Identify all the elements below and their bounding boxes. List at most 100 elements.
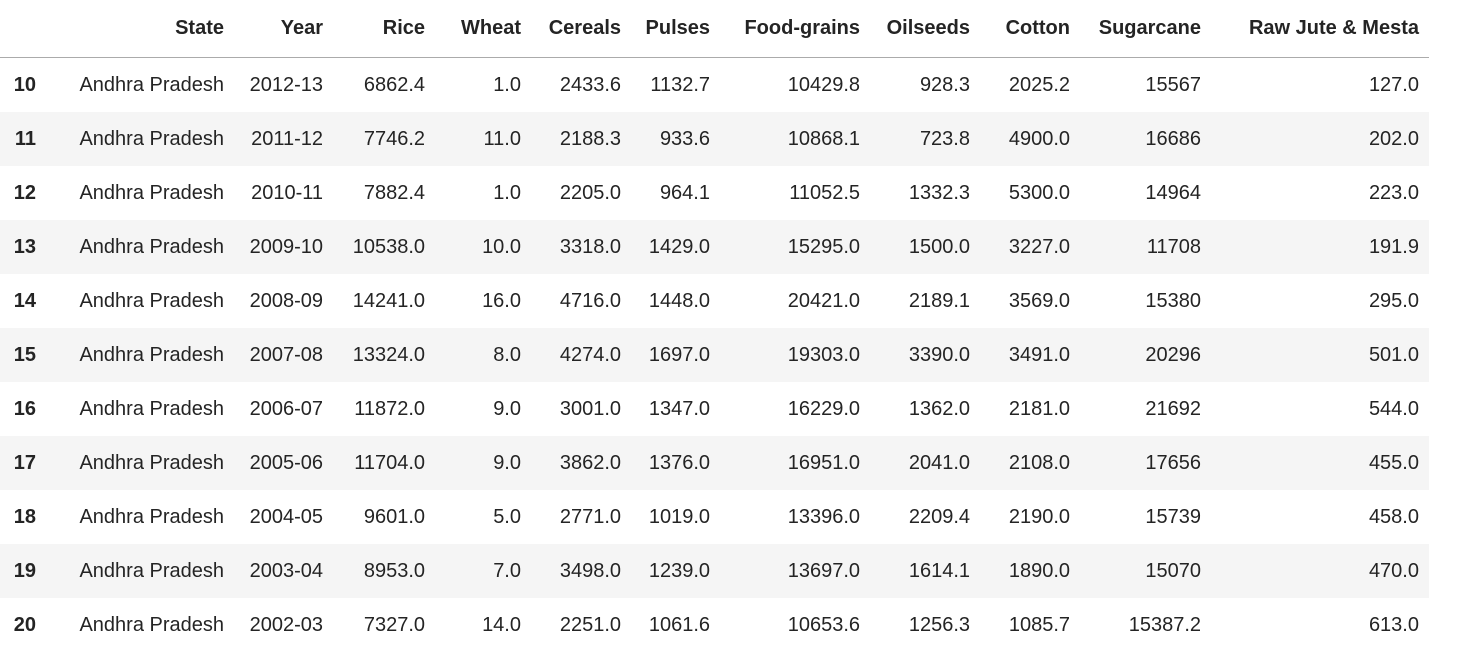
cell-pulses: 964.1 — [659, 181, 710, 204]
cell-food-grains: 13697.0 — [787, 559, 860, 582]
row-index-label: 11 — [14, 127, 36, 150]
table-row: 10 Andhra Pradesh 2012-13 6862.4 1.0 2433.6 11… — [0, 58, 1429, 113]
cell-wheat: 1.0 — [493, 73, 521, 96]
table-row: 17 Andhra Pradesh 2005-06 11704.0 9.0 3862.0 1… — [0, 436, 1429, 490]
cell-cereals: 2205.0 — [559, 181, 621, 204]
cell-state: Andhra Pradesh — [79, 559, 224, 582]
cell-sugarcane: 15567 — [1145, 73, 1201, 96]
cell-rice: 7882.4 — [363, 181, 425, 204]
cell-cotton: 2108.0 — [1008, 451, 1070, 474]
cell-sugarcane: 11708 — [1146, 235, 1201, 258]
cell-rice: 9601.0 — [363, 505, 425, 528]
cell-state: Andhra Pradesh — [79, 73, 224, 96]
table-row: 15 Andhra Pradesh 2007-08 13324.0 8.0 4274.0 1… — [0, 328, 1429, 382]
cell-sugarcane: 20296 — [1145, 343, 1201, 366]
table-body: 10 Andhra Pradesh 2012-13 6862.4 1.0 2433.6 11… — [0, 58, 1429, 653]
table-row: 16 Andhra Pradesh 2006-07 11872.0 9.0 3001.0 1… — [0, 382, 1429, 436]
cell-sugarcane: 17656 — [1145, 451, 1201, 474]
cell-raw-jute-mesta: 470.0 — [1368, 559, 1419, 582]
row-index-label: 17 — [13, 451, 36, 474]
cell-rice: 7746.2 — [363, 127, 425, 150]
cell-year: 2007-08 — [249, 343, 323, 366]
cell-raw-jute-mesta: 223.0 — [1368, 181, 1419, 204]
cell-raw-jute-mesta: 191.9 — [1368, 235, 1419, 258]
cell-wheat: 9.0 — [493, 451, 521, 474]
cell-state: Andhra Pradesh — [79, 127, 224, 150]
cell-state: Andhra Pradesh — [79, 181, 224, 204]
cell-cotton: 3491.0 — [1008, 343, 1070, 366]
cell-raw-jute-mesta: 202.0 — [1368, 127, 1419, 150]
cell-rice: 6862.4 — [363, 73, 425, 96]
cell-cotton: 2190.0 — [1008, 505, 1070, 528]
cell-food-grains: 10429.8 — [787, 73, 860, 96]
cell-food-grains: 10653.6 — [787, 613, 860, 636]
cell-cereals: 3318.0 — [559, 235, 621, 258]
row-index-label: 18 — [13, 505, 36, 528]
cell-cotton: 5300.0 — [1008, 181, 1070, 204]
cell-wheat: 1.0 — [493, 181, 521, 204]
cell-pulses: 1239.0 — [648, 559, 710, 582]
cell-wheat: 16.0 — [482, 289, 521, 312]
cell-cereals: 2771.0 — [559, 505, 621, 528]
cell-raw-jute-mesta: 455.0 — [1368, 451, 1419, 474]
table-row: 14 Andhra Pradesh 2008-09 14241.0 16.0 4716.0… — [0, 274, 1429, 328]
cell-oilseeds: 2189.1 — [908, 289, 970, 312]
row-index-label: 10 — [13, 73, 36, 96]
cell-food-grains: 15295.0 — [787, 235, 860, 258]
cell-food-grains: 10868.1 — [787, 127, 860, 150]
cell-cereals: 3498.0 — [559, 559, 621, 582]
cell-oilseeds: 1362.0 — [908, 397, 970, 420]
cell-oilseeds: 1614.1 — [908, 559, 970, 582]
table-row: 12 Andhra Pradesh 2010-11 7882.4 1.0 2205.0 96… — [0, 166, 1429, 220]
cell-year: 2008-09 — [249, 289, 323, 312]
header-row: State Year Rice Wheat Cereals Pulses Food-grai… — [0, 0, 1429, 58]
cell-wheat: 7.0 — [493, 559, 521, 582]
corner-header-cell — [0, 0, 50, 58]
cell-pulses: 1697.0 — [648, 343, 710, 366]
cell-pulses: 933.6 — [659, 127, 710, 150]
cell-oilseeds: 928.3 — [919, 73, 970, 96]
cell-cotton: 2181.0 — [1008, 397, 1070, 420]
cell-pulses: 1019.0 — [648, 505, 710, 528]
cell-oilseeds: 1332.3 — [908, 181, 970, 204]
cell-rice: 10538.0 — [352, 235, 425, 258]
cell-state: Andhra Pradesh — [79, 451, 224, 474]
cell-cereals: 2251.0 — [559, 613, 621, 636]
cell-raw-jute-mesta: 501.0 — [1368, 343, 1419, 366]
cell-rice: 11704.0 — [354, 451, 425, 474]
cell-state: Andhra Pradesh — [79, 343, 224, 366]
cell-wheat: 5.0 — [493, 505, 521, 528]
cell-oilseeds: 2041.0 — [908, 451, 970, 474]
row-index-label: 16 — [13, 397, 36, 420]
cell-wheat: 11.0 — [483, 127, 521, 150]
table-header: State Year Rice Wheat Cereals Pulses Food-grai… — [0, 0, 1429, 58]
cell-cotton: 2025.2 — [1008, 73, 1070, 96]
cell-year: 2002-03 — [249, 613, 323, 636]
cell-year: 2006-07 — [249, 397, 323, 420]
cell-raw-jute-mesta: 127.0 — [1368, 73, 1419, 96]
column-header-sugarcane: Sugarcane — [1080, 0, 1211, 58]
cell-pulses: 1448.0 — [648, 289, 710, 312]
cell-rice: 8953.0 — [363, 559, 425, 582]
cell-cotton: 4900.0 — [1008, 127, 1070, 150]
cell-oilseeds: 1500.0 — [908, 235, 970, 258]
cell-cereals: 4274.0 — [559, 343, 621, 366]
cell-year: 2004-05 — [249, 505, 323, 528]
column-header-oilseeds: Oilseeds — [870, 0, 980, 58]
cell-food-grains: 20421.0 — [787, 289, 860, 312]
cell-cotton: 1890.0 — [1008, 559, 1070, 582]
table-row: 18 Andhra Pradesh 2004-05 9601.0 5.0 2771.0 10… — [0, 490, 1429, 544]
cell-year: 2003-04 — [249, 559, 323, 582]
cell-state: Andhra Pradesh — [79, 613, 224, 636]
cell-year: 2005-06 — [249, 451, 323, 474]
cell-raw-jute-mesta: 458.0 — [1368, 505, 1419, 528]
cell-wheat: 8.0 — [493, 343, 521, 366]
cell-cereals: 2188.3 — [559, 127, 621, 150]
cell-cotton: 3569.0 — [1008, 289, 1070, 312]
cell-pulses: 1132.7 — [650, 73, 710, 96]
cell-rice: 14241.0 — [352, 289, 425, 312]
row-index-label: 14 — [13, 289, 36, 312]
cell-sugarcane: 15387.2 — [1128, 613, 1201, 636]
cell-food-grains: 16229.0 — [787, 397, 860, 420]
cell-cereals: 3001.0 — [559, 397, 621, 420]
